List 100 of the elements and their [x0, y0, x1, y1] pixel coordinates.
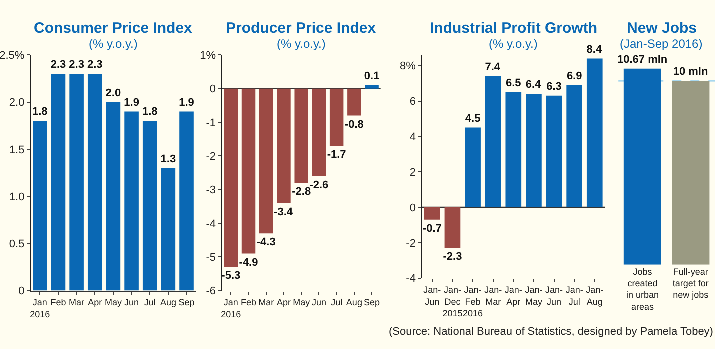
y-tick-label: 8%	[400, 60, 416, 73]
y-tick-label: 0	[210, 84, 216, 96]
chart-subtitle: (% y.o.y.)	[89, 37, 138, 51]
data-label: -1.7	[327, 149, 346, 162]
bar	[424, 207, 440, 220]
y-tick-label: 0	[18, 286, 25, 298]
y-tick-label: 1%	[200, 50, 216, 62]
x-tick-label: Jan- Jun	[546, 285, 564, 307]
bar	[506, 92, 522, 208]
data-label: 7.4	[485, 61, 502, 74]
data-label: 10 mln	[673, 66, 708, 78]
y-tick-label: 0	[410, 202, 416, 214]
data-label: -4.3	[256, 236, 276, 249]
data-label: 10.67 mln	[617, 54, 668, 66]
data-label: -0.7	[422, 222, 442, 235]
data-label: 2.3	[69, 59, 84, 72]
x-tick-label: Aug	[160, 298, 176, 308]
y-tick-label: 1.5	[9, 144, 25, 156]
x-tick-label: Apr	[276, 298, 291, 308]
data-label: -3.4	[274, 206, 294, 218]
data-label: 8.4	[586, 44, 603, 56]
bar	[51, 74, 66, 291]
x-tick-label: Jan- Jun	[424, 285, 442, 307]
bar	[444, 207, 461, 248]
x-tick-label: Jan- Aug	[586, 285, 604, 307]
y-tick-label: -1	[206, 117, 216, 130]
chart-subtitle: (% y.o.y.)	[489, 37, 538, 51]
y-tick-label: 2.5%	[0, 50, 25, 62]
x-tick-label: Jan 2016	[221, 298, 242, 320]
data-label: 0.1	[364, 70, 380, 83]
x-tick-label: Jan- Jul	[566, 285, 584, 307]
chart-title: Consumer Price Index	[34, 20, 194, 37]
x-tick-label: Sep	[364, 298, 380, 308]
data-label: -0.8	[344, 118, 364, 131]
data-label: -2.8	[292, 186, 312, 198]
x-tick-label: Jul	[144, 298, 156, 308]
bar	[485, 76, 502, 208]
x-tick-label: Jan- Mar	[484, 285, 502, 307]
y-tick-label: 2	[410, 166, 416, 179]
data-label: 1.9	[124, 96, 140, 109]
x-tick-label: Jun	[124, 298, 140, 308]
y-tick-label: -2	[206, 151, 216, 164]
x-tick-label: May	[293, 298, 311, 308]
bar	[124, 112, 139, 291]
x-tick-label: Jun	[312, 298, 326, 308]
data-label: 2.3	[87, 59, 103, 72]
bar	[546, 96, 562, 208]
chart-title: New Jobs	[627, 20, 698, 37]
bar	[161, 168, 176, 291]
bar	[180, 112, 194, 291]
y-tick-label: -4	[406, 273, 416, 286]
x-tick-label: Jan- Dec 2015	[442, 285, 463, 319]
y-tick-label: 4	[410, 132, 416, 144]
chart-subtitle: (% y.o.y.)	[277, 37, 326, 51]
x-tick-label: Jul	[331, 298, 343, 308]
chart-title: Producer Price Index	[226, 20, 377, 37]
x-tick-label: Jobs created in urban areas	[626, 266, 659, 312]
x-tick-label: Sep	[178, 298, 195, 308]
data-label: 6.5	[506, 77, 522, 90]
y-tick-label: 2.0	[9, 97, 25, 110]
data-label: -5.3	[222, 270, 241, 282]
x-tick-label: Jan- Apr	[504, 285, 522, 307]
text: (Source: National Bureau of Statistics, designed by Pamela Tobey)	[389, 326, 714, 338]
data-label: 6.4	[526, 79, 542, 92]
x-tick-label: May	[104, 298, 122, 308]
x-tick-label: Aug	[346, 298, 362, 308]
y-tick-label: 1.0	[9, 191, 25, 204]
chart-subtitle: (Jan-Sep 2016)	[620, 37, 703, 51]
bar	[566, 85, 582, 208]
data-label: 1.8	[32, 106, 48, 118]
x-tick-label: Feb	[241, 298, 257, 308]
y-tick-label: 6	[410, 96, 416, 108]
data-label: 1.9	[179, 96, 194, 109]
chart-title: Industrial Profit Growth	[430, 20, 598, 37]
bar	[465, 128, 481, 208]
bar	[106, 102, 121, 291]
data-label: 6.3	[546, 80, 562, 93]
data-label: 6.9	[566, 70, 582, 82]
y-tick-label: -5	[206, 252, 216, 264]
y-tick-label: -4	[206, 218, 216, 230]
bar	[70, 74, 84, 291]
bar	[142, 121, 158, 291]
y-tick-label: 0.5	[9, 238, 25, 251]
x-tick-label: Mar	[258, 298, 274, 308]
x-tick-label: Mar	[69, 298, 85, 308]
bar	[526, 94, 542, 208]
data-label: 2.0	[106, 87, 122, 100]
bar	[33, 121, 48, 291]
x-tick-label: Full-year target for new jobs	[672, 266, 710, 300]
data-label: 4.5	[465, 112, 481, 125]
x-tick-label: Apr	[88, 298, 102, 308]
x-tick-label: Feb	[50, 298, 66, 308]
y-tick-label: -6	[206, 286, 216, 298]
x-tick-label: Jan- May	[525, 285, 543, 307]
x-tick-label: Jan- Feb 2016	[463, 285, 484, 319]
bar	[586, 58, 603, 208]
data-label: -4.9	[239, 256, 258, 269]
data-label: -2.3	[443, 251, 462, 264]
bar	[88, 74, 102, 291]
data-label: -2.6	[310, 179, 329, 192]
